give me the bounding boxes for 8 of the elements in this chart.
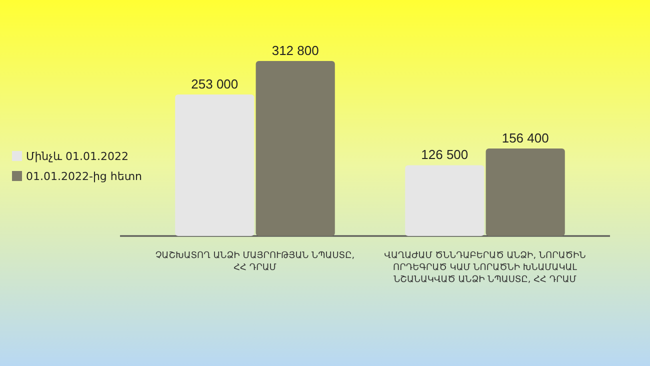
legend-label: 01.01.2022-ից հետո xyxy=(26,170,142,183)
x-tick-label: ՉԱՇԽԱՏՈՂ ԱՆՁԻ ՄԱՅՐՈՒԹՅԱՆ ՆՊԱՍՏԸ, ՀՀ ԴՐԱՄ xyxy=(155,251,355,273)
data-label: 253 000 xyxy=(191,76,238,92)
data-label: 156 400 xyxy=(502,130,549,146)
data-label: 312 800 xyxy=(272,43,319,58)
legend-label: Մինչև 01.01.2022 xyxy=(26,150,129,163)
data-label: 126 500 xyxy=(421,147,468,162)
x-tick-label: ՎԱՂԱԺԱՄ ԾՆՆԴԱԲԵՐԱԾ ԱՆՁԻ, ՆՈՐԱԾԻՆ ՈՐԴԵԳՐԱԾ ԿԱՄ ՆՈՐԱԾՆԻ ԽՆԱՄԱԿԱԼ ՆՇԱՆԱԿՎԱԾ ԱՆՁԻ ՆՊԱՍՏԸ, ՀՀ ԴՐԱՄ xyxy=(384,251,586,285)
